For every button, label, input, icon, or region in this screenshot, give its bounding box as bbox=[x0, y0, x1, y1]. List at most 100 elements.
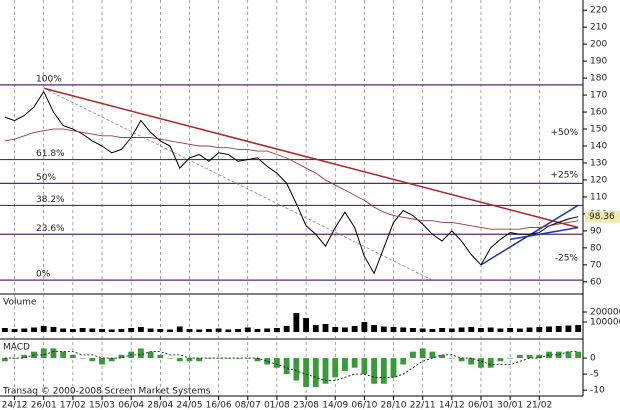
bar bbox=[50, 348, 57, 359]
x-tick-label: 22/11 bbox=[410, 401, 436, 410]
y-tick-label: 200 bbox=[590, 40, 607, 50]
bar bbox=[351, 326, 358, 332]
bar bbox=[448, 358, 455, 359]
footer: Transaq © 2000-2008 Screen Market System… bbox=[2, 387, 211, 397]
bar bbox=[31, 327, 37, 332]
bar bbox=[274, 358, 280, 368]
macd-title: MACD bbox=[3, 343, 30, 353]
bar bbox=[50, 327, 57, 332]
bar bbox=[244, 327, 251, 332]
fib-label: 23.6% bbox=[36, 224, 65, 234]
bar bbox=[410, 328, 416, 332]
signal-line bbox=[4, 351, 579, 381]
bar bbox=[89, 358, 96, 362]
x-tick-label: 06/10 bbox=[351, 401, 377, 410]
bar bbox=[546, 326, 552, 332]
bar bbox=[79, 328, 86, 332]
bar bbox=[21, 328, 28, 332]
bar bbox=[283, 326, 290, 332]
y-tick-label: 90 bbox=[590, 226, 602, 236]
fib-label: 50% bbox=[36, 173, 56, 183]
bar bbox=[69, 329, 76, 332]
bar bbox=[225, 329, 232, 332]
bar bbox=[167, 358, 173, 359]
x-tick-label: 24/05 bbox=[177, 401, 203, 410]
bar bbox=[429, 329, 436, 332]
bar bbox=[283, 358, 290, 375]
bar bbox=[108, 329, 115, 332]
y-tick-label: 180 bbox=[590, 74, 607, 84]
y-tick-label: 0 bbox=[590, 354, 596, 364]
bar bbox=[380, 358, 387, 384]
bar bbox=[215, 328, 222, 332]
bar bbox=[176, 358, 183, 362]
bar bbox=[429, 351, 436, 359]
y-tick-label: 140 bbox=[590, 142, 607, 152]
y-tick-label: 70 bbox=[590, 260, 602, 270]
bar bbox=[167, 329, 173, 332]
x-tick-label: 06/04 bbox=[118, 401, 144, 410]
bar bbox=[99, 358, 105, 365]
bar bbox=[439, 354, 446, 359]
bar bbox=[371, 325, 378, 332]
bar bbox=[526, 327, 533, 332]
bar bbox=[390, 327, 397, 332]
bar bbox=[478, 328, 484, 332]
bar bbox=[322, 358, 329, 384]
trendline bbox=[480, 204, 579, 266]
bar bbox=[516, 328, 523, 332]
bar bbox=[565, 325, 572, 332]
x-tick-label: 14/09 bbox=[322, 401, 348, 410]
bar bbox=[89, 328, 96, 332]
bar bbox=[361, 358, 368, 375]
bar bbox=[507, 358, 514, 359]
bar bbox=[371, 358, 378, 384]
bar bbox=[293, 358, 300, 381]
bar bbox=[332, 327, 339, 332]
fib-label: 38.2% bbox=[36, 195, 65, 205]
bar bbox=[303, 318, 309, 332]
annotation: -25% bbox=[555, 254, 579, 264]
bar bbox=[400, 327, 407, 332]
trendline bbox=[509, 226, 579, 241]
bar bbox=[79, 358, 86, 359]
bar bbox=[536, 327, 543, 332]
y-tick-label: 120 bbox=[590, 175, 607, 185]
bar bbox=[448, 328, 455, 332]
annotation: +50% bbox=[550, 128, 578, 138]
bar bbox=[186, 358, 193, 362]
bar bbox=[118, 354, 125, 359]
bar bbox=[536, 354, 543, 359]
last-price-box bbox=[585, 210, 620, 223]
x-tick-label: 15/03 bbox=[89, 401, 115, 410]
bar bbox=[69, 354, 76, 359]
bar bbox=[487, 327, 494, 332]
x-tick-label: 14/12 bbox=[439, 401, 465, 410]
bar bbox=[293, 313, 300, 332]
bar bbox=[468, 327, 475, 332]
trendline bbox=[43, 87, 579, 229]
y-tick-label: 80 bbox=[590, 243, 602, 253]
bar bbox=[118, 329, 125, 332]
bar bbox=[1, 358, 8, 362]
bar bbox=[99, 329, 105, 332]
x-tick-label: 30/01 bbox=[497, 401, 523, 410]
y-tick-label: 190 bbox=[590, 57, 607, 67]
fib-label: 100% bbox=[36, 74, 62, 84]
trendline bbox=[43, 87, 433, 281]
bar bbox=[565, 351, 572, 359]
bar bbox=[205, 329, 212, 332]
bar bbox=[312, 325, 319, 332]
x-tick-label: 28/04 bbox=[147, 401, 173, 410]
bar bbox=[478, 358, 484, 368]
x-tick-label: 17/02 bbox=[60, 401, 86, 410]
x-tick-label: 21/02 bbox=[526, 401, 552, 410]
bar bbox=[235, 329, 241, 332]
bar bbox=[312, 358, 319, 387]
bar bbox=[264, 358, 271, 365]
bar bbox=[342, 327, 348, 332]
bar bbox=[458, 327, 465, 332]
x-tick-label: 24/12 bbox=[2, 401, 28, 410]
fib-label: 61.8% bbox=[36, 149, 65, 159]
